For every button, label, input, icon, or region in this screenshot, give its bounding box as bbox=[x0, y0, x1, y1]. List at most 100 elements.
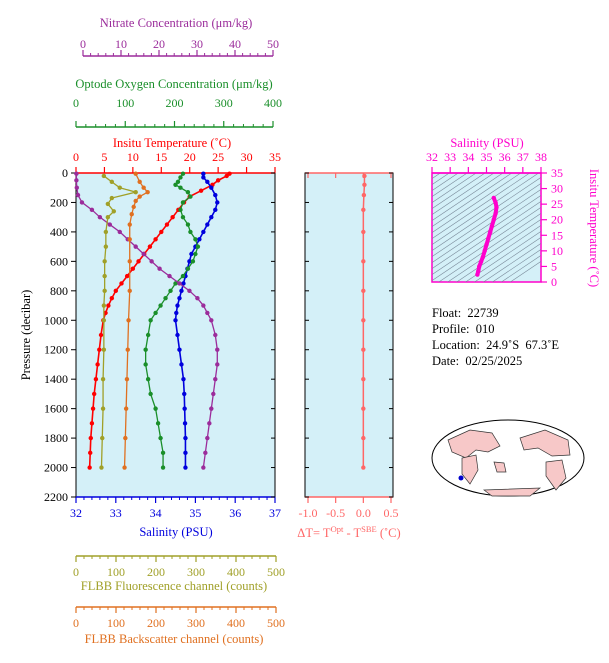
salinity-point bbox=[175, 303, 180, 308]
ts-density-contour bbox=[432, 173, 495, 216]
temperature-point bbox=[119, 281, 124, 286]
nitrate-point bbox=[209, 318, 214, 323]
date-label: Date: 02/25/2025 bbox=[432, 354, 523, 368]
oxygen-point bbox=[158, 303, 163, 308]
oxygen-point bbox=[180, 171, 186, 176]
nitrate-point bbox=[205, 310, 210, 316]
delta-t-axis-tick-label: 0.5 bbox=[384, 506, 399, 520]
temperature-point bbox=[170, 214, 175, 220]
nitrate-point bbox=[74, 171, 79, 176]
salinity-point bbox=[181, 376, 186, 382]
pressure-axis-tick-label: 2200 bbox=[44, 490, 68, 504]
nitrate-point bbox=[213, 376, 218, 382]
ts-temperature-tick-label: 10 bbox=[551, 244, 563, 258]
ts-point bbox=[494, 205, 499, 210]
delta-t-axis-tick-label: 0.0 bbox=[356, 506, 371, 520]
oxygen-point bbox=[185, 189, 191, 195]
nitrate-point bbox=[157, 266, 162, 271]
temperature-point bbox=[95, 362, 100, 367]
oxygen-point bbox=[173, 182, 178, 187]
ts-point bbox=[491, 217, 496, 222]
pressure-axis-tick-label: 1600 bbox=[44, 402, 68, 416]
oxygen-point bbox=[148, 391, 153, 397]
ts-salinity-tick-label: 38 bbox=[535, 150, 547, 164]
salinity-axis-tick-label: 34 bbox=[150, 506, 162, 520]
backscatter-point bbox=[125, 347, 130, 352]
oxygen-point bbox=[145, 332, 151, 338]
salinity-axis-tick-label: 36 bbox=[229, 506, 241, 520]
salinity-point bbox=[183, 435, 188, 441]
fluorescence-point bbox=[101, 303, 107, 308]
oxygen-point bbox=[188, 194, 193, 199]
salinity-point bbox=[201, 175, 206, 180]
nitrate-point bbox=[117, 229, 122, 235]
delta-t-title-part: - T bbox=[343, 526, 361, 540]
nitrate-point bbox=[75, 192, 81, 198]
oxygen-point bbox=[158, 435, 163, 441]
salinity-point bbox=[213, 207, 218, 213]
ts-point bbox=[487, 229, 493, 235]
temperature-point bbox=[89, 421, 95, 426]
oxygen-point bbox=[178, 175, 183, 180]
delta-t-point bbox=[361, 465, 366, 470]
temperature-axis-tick-label: 5 bbox=[101, 150, 107, 164]
ts-point bbox=[493, 200, 498, 205]
float-label: Float: 22739 bbox=[432, 306, 499, 320]
backscatter-point bbox=[145, 189, 150, 195]
nitrate-point bbox=[207, 421, 212, 426]
ts-temperature-tick-label: 30 bbox=[551, 182, 563, 196]
delta-t-point bbox=[361, 259, 366, 264]
backscatter-axis-title: FLBB Backscatter channel (counts) bbox=[85, 632, 264, 646]
fluorescence-point bbox=[101, 173, 107, 179]
profile-label: Profile: 010 bbox=[432, 322, 495, 336]
delta-t-axis-tick-label: -1.0 bbox=[299, 506, 318, 520]
ts-density-contour bbox=[483, 243, 541, 282]
salinity-point bbox=[182, 406, 187, 411]
delta-t-title-part: Opt bbox=[331, 524, 344, 534]
nitrate-point bbox=[89, 207, 95, 213]
salinity-axis-title: Salinity (PSU) bbox=[139, 525, 212, 539]
delta-t-title-part: SBE bbox=[361, 524, 377, 534]
backscatter-point bbox=[137, 179, 142, 185]
nitrate-point bbox=[195, 295, 200, 301]
delta-t-point bbox=[361, 376, 366, 382]
temperature-point bbox=[90, 406, 96, 411]
ts-density-contour bbox=[432, 201, 541, 276]
temperature-point bbox=[87, 465, 92, 470]
temperature-point bbox=[91, 391, 97, 397]
nitrate-point bbox=[213, 332, 218, 338]
salinity-point bbox=[197, 237, 202, 242]
ts-salinity-tick-label: 32 bbox=[426, 150, 438, 164]
pressure-axis-tick-label: 1200 bbox=[44, 343, 68, 357]
nitrate-point bbox=[107, 222, 113, 227]
oxygen-point bbox=[185, 266, 191, 271]
pressure-axis-tick-label: 200 bbox=[50, 195, 68, 209]
salinity-point bbox=[215, 200, 220, 205]
ts-salinity-tick-label: 33 bbox=[444, 150, 456, 164]
ts-density-contour bbox=[474, 237, 541, 282]
world-map bbox=[431, 419, 585, 497]
oxygen-point bbox=[180, 200, 186, 205]
salinity-point bbox=[213, 192, 218, 198]
oxygen-point bbox=[180, 273, 186, 279]
delta-t-axis-tick-label: -0.5 bbox=[326, 506, 345, 520]
delta-t-point bbox=[361, 229, 366, 235]
salinity-point bbox=[183, 450, 188, 456]
delta-t-point bbox=[361, 288, 366, 294]
ts-point bbox=[486, 236, 491, 241]
temperature-point bbox=[93, 376, 99, 382]
fluorescence-point bbox=[105, 214, 111, 220]
backscatter-axis-tick-label: 200 bbox=[147, 616, 165, 630]
nitrate-point bbox=[215, 362, 220, 367]
ts-density-contour bbox=[432, 173, 531, 240]
nitrate-axis-tick-label: 30 bbox=[191, 37, 203, 51]
temperature-point bbox=[88, 450, 93, 456]
salinity-point bbox=[205, 179, 210, 185]
ts-density-contour bbox=[432, 173, 504, 222]
nitrate-point bbox=[74, 178, 79, 183]
pressure-axis-tick-label: 1000 bbox=[44, 313, 68, 327]
oxygen-point bbox=[180, 214, 186, 220]
ts-density-contour bbox=[432, 189, 541, 264]
map-land bbox=[545, 459, 567, 491]
